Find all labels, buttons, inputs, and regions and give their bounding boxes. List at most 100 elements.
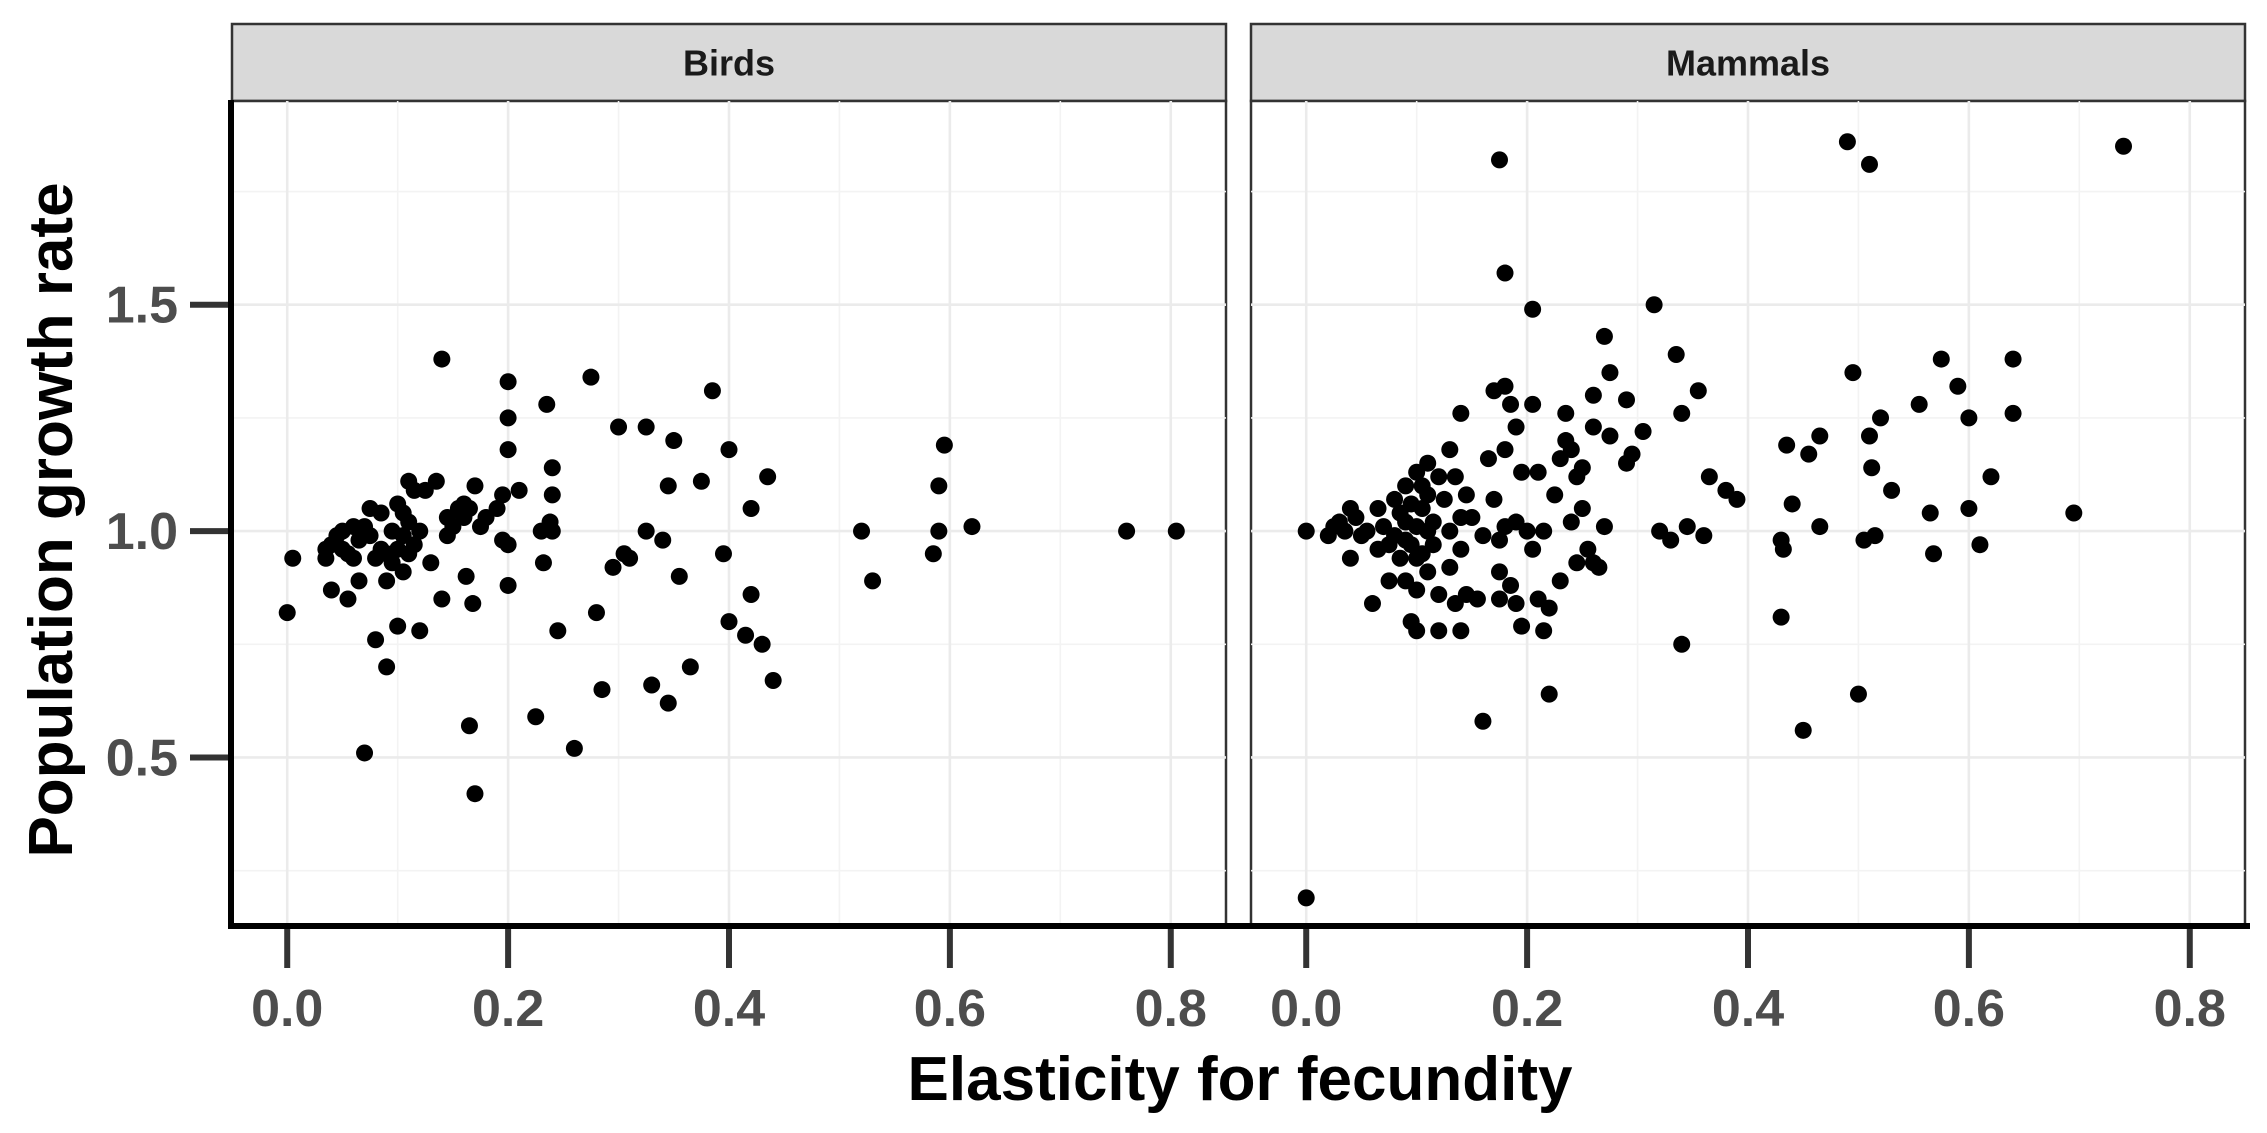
data-point xyxy=(1386,490,1404,508)
data-point xyxy=(1618,391,1636,409)
data-point xyxy=(1883,481,1901,499)
data-point xyxy=(1557,404,1575,422)
data-point xyxy=(1419,486,1437,504)
data-point xyxy=(1535,622,1553,640)
data-point xyxy=(1441,441,1459,459)
data-point xyxy=(1496,441,1514,459)
data-point xyxy=(670,567,688,585)
data-point xyxy=(1419,454,1437,472)
data-point xyxy=(1673,404,1691,422)
data-point xyxy=(1457,486,1475,504)
data-point xyxy=(389,617,407,635)
facet-strip-label: Birds xyxy=(683,43,775,84)
data-point xyxy=(378,572,396,590)
data-point xyxy=(1573,499,1591,517)
data-point xyxy=(1446,468,1464,486)
data-point xyxy=(1474,712,1492,730)
data-point xyxy=(1866,527,1884,545)
data-point xyxy=(527,708,545,726)
data-point xyxy=(1562,513,1580,531)
data-point xyxy=(1496,264,1514,282)
data-point xyxy=(720,613,738,631)
data-point xyxy=(1949,377,1967,395)
data-point xyxy=(935,436,953,454)
data-point xyxy=(1507,595,1525,613)
y-axis-title: Population growth rate xyxy=(17,182,86,857)
data-point xyxy=(499,576,517,594)
data-point xyxy=(1595,327,1613,345)
data-point xyxy=(1491,151,1508,169)
data-point xyxy=(499,373,517,391)
data-point xyxy=(1673,635,1691,653)
data-point xyxy=(2065,504,2083,522)
data-point xyxy=(714,545,732,563)
data-point xyxy=(1380,572,1398,590)
data-point xyxy=(853,522,871,540)
data-point xyxy=(2115,137,2133,155)
data-point xyxy=(2004,404,2022,422)
data-point xyxy=(543,486,561,504)
data-point xyxy=(643,676,661,694)
data-point xyxy=(1474,527,1492,545)
data-point xyxy=(1468,590,1486,608)
data-point xyxy=(1430,622,1448,640)
x-tick-label: 0.2 xyxy=(1491,980,1563,1038)
data-point xyxy=(1562,441,1580,459)
data-point xyxy=(1358,522,1376,540)
data-point xyxy=(1925,545,1943,563)
data-point xyxy=(394,563,412,581)
x-tick-label: 0.4 xyxy=(1712,980,1784,1038)
x-tick-label: 0.2 xyxy=(472,980,544,1038)
facet-panel-birds: Birds xyxy=(230,22,1228,927)
data-point xyxy=(278,604,296,622)
data-point xyxy=(1397,477,1415,495)
data-point xyxy=(464,595,482,613)
data-point xyxy=(1297,522,1315,540)
data-point xyxy=(284,549,302,567)
x-tick-label: 0.6 xyxy=(1933,980,2005,1038)
data-point xyxy=(1452,622,1470,640)
data-point xyxy=(378,658,396,676)
data-point xyxy=(543,522,561,540)
data-point xyxy=(344,549,362,567)
data-point xyxy=(565,739,583,757)
data-point xyxy=(1667,346,1685,364)
facet-strip xyxy=(230,22,1228,103)
data-point xyxy=(1491,590,1508,608)
data-point xyxy=(1408,622,1426,640)
data-point xyxy=(1844,364,1862,382)
data-point xyxy=(466,477,484,495)
data-point xyxy=(1452,540,1470,558)
data-point xyxy=(1689,382,1707,400)
data-point xyxy=(1568,554,1586,572)
data-point xyxy=(361,527,379,545)
facet-strip-label: Mammals xyxy=(1666,43,1830,84)
data-point xyxy=(1535,522,1553,540)
data-point xyxy=(457,567,475,585)
data-point xyxy=(339,590,357,608)
data-point xyxy=(1910,395,1928,413)
chart-axes: 0.0 0.2 0.4 0.6 0.8 0.0 0.2 0.4 0.6 0.8 0.5 1.0 1.5 xyxy=(106,100,2250,1038)
data-point xyxy=(1424,513,1442,531)
data-point xyxy=(1772,608,1790,626)
data-point xyxy=(1595,518,1613,536)
data-point xyxy=(764,672,782,690)
data-point xyxy=(864,572,882,590)
data-point xyxy=(549,622,567,640)
data-point xyxy=(1513,463,1531,481)
data-point xyxy=(753,635,771,653)
data-point xyxy=(1860,427,1878,445)
data-point xyxy=(1297,889,1315,907)
data-point xyxy=(433,590,451,608)
data-point xyxy=(1774,540,1792,558)
data-point xyxy=(488,499,506,517)
data-point xyxy=(1700,468,1718,486)
x-tick-label: 0.8 xyxy=(1135,980,1207,1038)
data-point xyxy=(1794,721,1812,739)
data-point xyxy=(1540,599,1558,617)
x-tick-label: 0.0 xyxy=(251,980,323,1038)
data-point xyxy=(604,558,622,576)
data-point xyxy=(1645,296,1663,314)
data-point xyxy=(1971,536,1989,554)
